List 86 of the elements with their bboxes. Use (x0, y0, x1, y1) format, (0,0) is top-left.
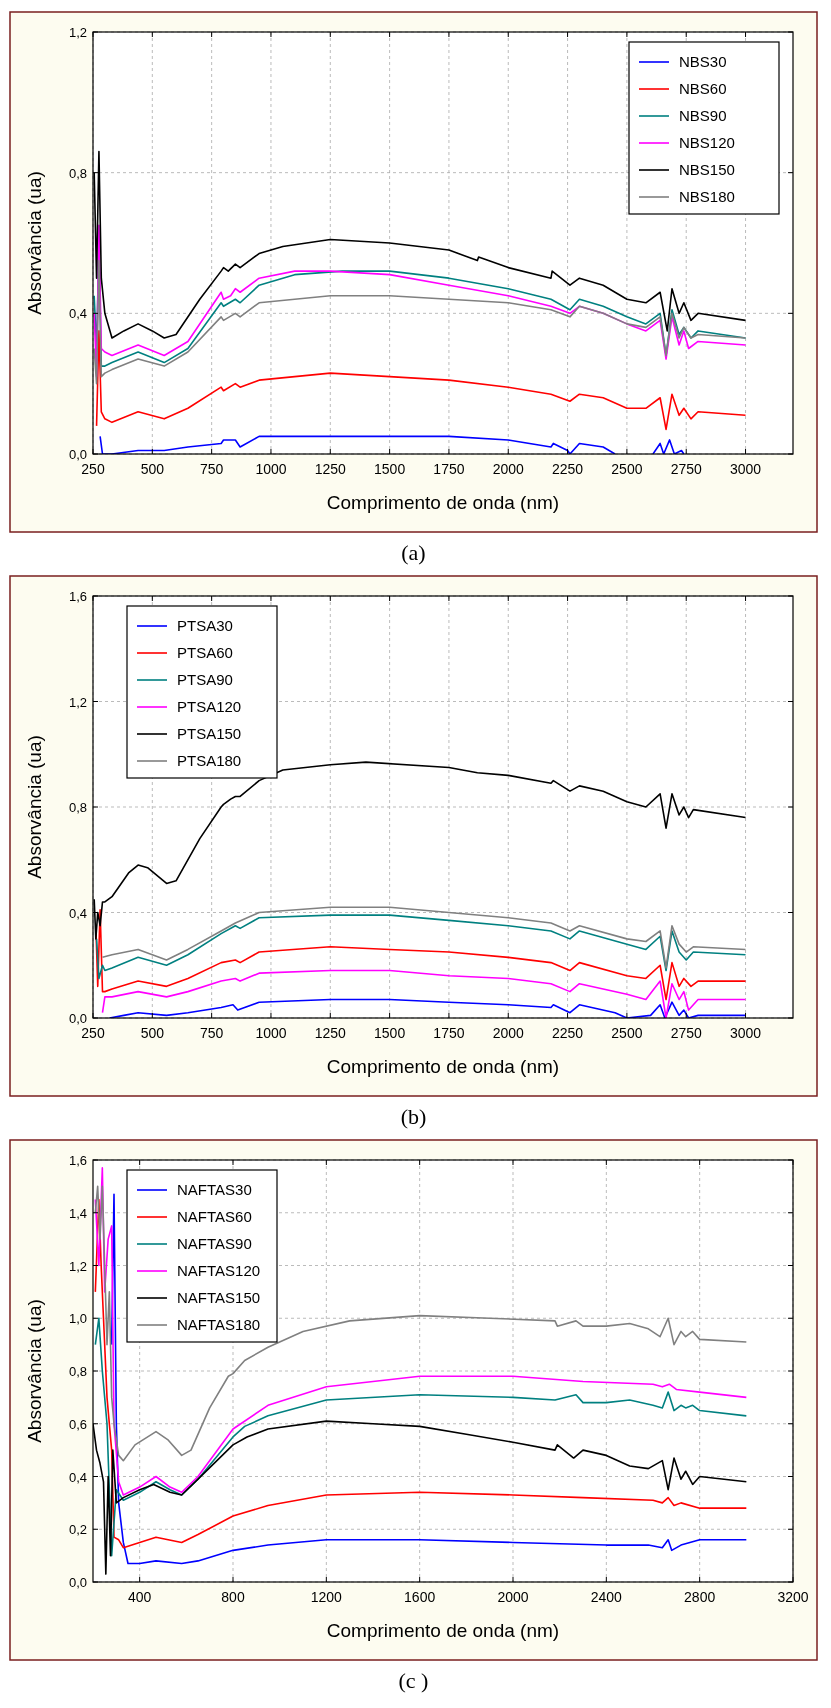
x-axis-title: Comprimento de onda (nm) (326, 1056, 560, 1077)
x-tick-label: 2500 (611, 461, 643, 477)
legend-label: PTSA90 (177, 671, 233, 688)
x-tick-label: 1250 (314, 461, 347, 477)
legend-label: NBS60 (679, 80, 727, 97)
legend-label: PTSA30 (177, 617, 233, 634)
y-tick-label: 1,4 (68, 1205, 87, 1221)
line-series (95, 914, 747, 980)
line-series (94, 1317, 748, 1557)
x-tick-label: 1200 (310, 1589, 343, 1605)
legend-label: NBS120 (679, 134, 735, 151)
x-tick-label: 750 (199, 1025, 224, 1041)
x-tick-label: 750 (199, 461, 224, 477)
x-tick-label: 1750 (433, 461, 465, 477)
legend-label: PTSA120 (177, 698, 242, 715)
legend-label: NBS180 (679, 188, 735, 205)
x-tick-label: 3200 (777, 1589, 809, 1605)
x-tick-label: 1000 (255, 1025, 287, 1041)
x-tick-label: 3000 (729, 1025, 762, 1041)
x-tick-label: 500 (140, 461, 165, 477)
legend-label: NAFTAS120 (177, 1262, 261, 1279)
y-tick-label: 1,6 (68, 1153, 87, 1168)
x-tick-label: 400 (127, 1589, 152, 1605)
legend-label: PTSA180 (177, 752, 242, 769)
x-tick-label: 2000 (492, 461, 525, 477)
line-series (94, 1167, 748, 1496)
x-tick-label: 1500 (374, 1025, 406, 1041)
y-axis-title: Absorvância (ua) (24, 1299, 45, 1443)
legend-label: PTSA150 (177, 725, 242, 742)
y-tick-label: 0,4 (68, 1469, 87, 1485)
y-tick-label: 0,2 (68, 1522, 87, 1538)
x-tick-label: 2500 (611, 1025, 643, 1041)
line-series (101, 906, 747, 969)
legend-label: NBS150 (679, 161, 735, 178)
x-tick-label: 2750 (670, 1025, 702, 1041)
y-axis-title: Absorvância (ua) (24, 735, 45, 879)
y-tick-label: 1,2 (68, 1258, 87, 1274)
y-tick-label: 0,0 (68, 447, 87, 462)
legend-label: NBS90 (679, 107, 727, 124)
x-tick-label: 1750 (433, 1025, 465, 1041)
x-tick-label: 2000 (497, 1589, 529, 1605)
x-tick-label: 1000 (255, 461, 287, 477)
legend-label: PTSA60 (177, 644, 233, 661)
x-tick-label: 2750 (670, 461, 702, 477)
legend-label: NAFTAS180 (177, 1316, 261, 1333)
legend-label: NAFTAS60 (177, 1208, 252, 1225)
x-axis-title: Comprimento de onda (nm) (326, 492, 560, 513)
x-tick-label: 1250 (314, 1025, 347, 1041)
x-tick-label: 500 (140, 1025, 165, 1041)
y-axis-title: Absorvância (ua) (24, 171, 45, 315)
y-tick-label: 1,2 (68, 25, 87, 40)
x-tick-label: 250 (81, 461, 105, 477)
line-series (95, 330, 747, 431)
y-tick-label: 0,4 (68, 905, 87, 921)
line-series (93, 259, 747, 385)
x-tick-label: 2000 (492, 1025, 525, 1041)
x-tick-label: 800 (221, 1589, 245, 1605)
y-tick-label: 0,4 (68, 306, 87, 322)
y-tick-label: 1,2 (68, 694, 87, 710)
y-tick-label: 0,0 (68, 1575, 87, 1590)
text: (a) (401, 540, 426, 565)
x-tick-label: 2250 (552, 1025, 584, 1041)
legend-label: NAFTAS30 (177, 1181, 252, 1198)
x-tick-label: 3000 (729, 461, 762, 477)
x-tick-label: 250 (81, 1025, 105, 1041)
y-tick-label: 0,8 (68, 800, 87, 815)
x-tick-label: 2250 (552, 461, 584, 477)
y-tick-label: 0,8 (68, 1364, 87, 1379)
y-tick-label: 0,0 (68, 1011, 87, 1026)
x-tick-label: 2800 (684, 1589, 716, 1605)
legend-label: NAFTAS90 (177, 1235, 252, 1252)
line-series (94, 1185, 748, 1462)
y-tick-label: 1,0 (68, 1311, 87, 1327)
text: (b) (400, 1104, 427, 1129)
y-tick-label: 0,8 (68, 165, 87, 181)
x-tick-label: 2400 (590, 1589, 623, 1605)
line-series (95, 909, 747, 1001)
x-axis-title: Comprimento de onda (nm) (326, 1620, 560, 1641)
line-series (101, 969, 747, 1018)
legend-label: NAFTAS150 (177, 1289, 261, 1306)
legend-label: NBS30 (679, 53, 727, 70)
x-tick-label: 1500 (374, 461, 406, 477)
y-tick-label: 1,6 (68, 589, 87, 604)
y-tick-label: 0,6 (68, 1416, 87, 1432)
text: (c ) (398, 1668, 429, 1693)
x-tick-label: 1600 (404, 1589, 436, 1605)
